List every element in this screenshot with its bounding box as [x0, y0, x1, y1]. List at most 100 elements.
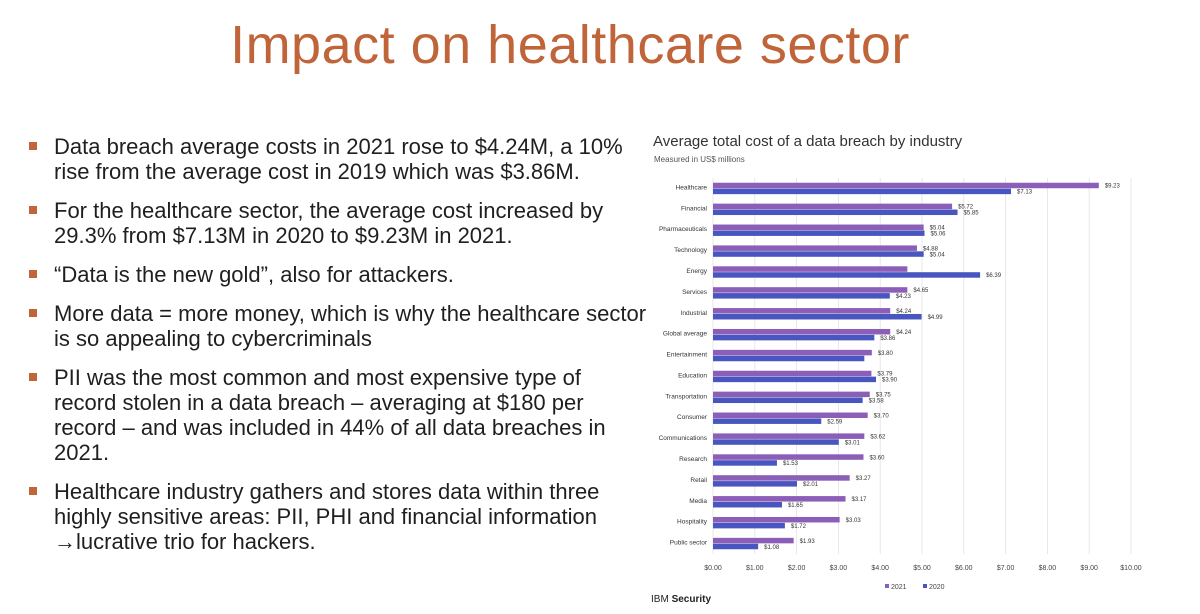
bar-2020 [713, 543, 759, 550]
chart-svg: Average total cost of a data breach by i… [653, 133, 1142, 591]
bullet-text: PII was the most common and most expensi… [54, 365, 606, 465]
legend-label: 2020 [929, 584, 945, 591]
data-label: $3.75 [876, 393, 892, 399]
bar-2021 [713, 203, 953, 210]
data-label: $4.88 [923, 246, 939, 252]
bullet-list: Data breach average costs in 2021 rose t… [28, 134, 648, 568]
bullet-item: Healthcare industry gathers and stores d… [28, 479, 648, 554]
bullet-text: Healthcare industry gathers and stores d… [54, 479, 600, 554]
bar-2021 [713, 370, 872, 377]
bar-2020 [713, 397, 863, 404]
slide-title: Impact on healthcare sector [230, 15, 910, 75]
data-label: $4.23 [896, 294, 912, 300]
bar-chart: Average total cost of a data breach by i… [645, 126, 1155, 596]
category-label: Pharmaceuticals [659, 226, 708, 233]
legend-swatch-2021 [885, 584, 889, 588]
bar-2020 [713, 230, 925, 236]
data-label: $5.72 [958, 205, 974, 211]
data-label: $4.24 [896, 309, 912, 315]
data-label: $7.13 [1017, 190, 1033, 196]
x-tick-label: $7.00 [997, 565, 1015, 572]
category-label: Global average [663, 331, 707, 338]
bar-2020 [713, 522, 785, 529]
bullet-marker [29, 309, 37, 317]
data-label: $6.39 [986, 273, 1002, 279]
bar-2020 [713, 188, 1012, 195]
bar-2020 [713, 355, 865, 362]
data-label: $1.08 [764, 545, 780, 551]
category-label: Industrial [681, 310, 708, 317]
x-tick-label: $10.00 [1120, 565, 1142, 572]
bar-2021 [713, 182, 1099, 189]
bullet-text: “Data is the new gold”, also for attacke… [54, 262, 454, 287]
data-label: $2.01 [803, 482, 819, 488]
x-tick-label: $1.00 [746, 565, 764, 572]
bullet-marker [29, 142, 37, 150]
data-label: $1.72 [791, 524, 807, 530]
bar-2020 [713, 334, 875, 341]
category-label: Transportation [665, 393, 707, 400]
ibm-security-logo: IBM Security [651, 594, 712, 605]
bar-2020 [713, 460, 777, 466]
bar-2020 [713, 501, 782, 508]
bar-2021 [713, 328, 891, 335]
category-label: Financial [681, 205, 708, 212]
bullet-text: More data = more money, which is why the… [54, 301, 647, 351]
data-label: $1.93 [800, 539, 816, 545]
category-label: Research [679, 456, 707, 463]
bullet-text: For the healthcare sector, the average c… [54, 198, 604, 248]
category-label: Public sector [670, 540, 708, 547]
x-tick-label: $5.00 [913, 565, 931, 572]
bar-2021 [713, 475, 850, 481]
category-label: Healthcare [676, 184, 708, 191]
data-label: $3.62 [870, 434, 886, 440]
chart-title: Average total cost of a data breach by i… [653, 133, 963, 150]
bar-2021 [713, 537, 794, 544]
category-label: Retail [690, 477, 707, 484]
data-label: $3.03 [846, 518, 862, 524]
bar-2020 [713, 313, 922, 320]
x-tick-label: $6.00 [955, 565, 973, 572]
data-label: $3.17 [852, 497, 868, 503]
data-label: $5.85 [964, 211, 980, 217]
data-label: $3.60 [869, 455, 885, 461]
data-label: $4.65 [913, 288, 929, 294]
bar-2020 [713, 376, 877, 383]
bullet-item: For the healthcare sector, the average c… [28, 198, 648, 248]
bar-2021 [713, 287, 908, 293]
bullet-item: Data breach average costs in 2021 rose t… [28, 134, 648, 184]
bullet-text: Data breach average costs in 2021 rose t… [54, 134, 623, 184]
bar-2020 [713, 251, 924, 257]
data-label: $3.86 [880, 336, 896, 342]
bullet-item: More data = more money, which is why the… [28, 301, 648, 351]
bar-2020 [713, 272, 981, 278]
data-label: $5.06 [931, 231, 947, 237]
bar-2020 [713, 418, 822, 424]
bullet-item: “Data is the new gold”, also for attacke… [28, 262, 648, 287]
data-label: $3.80 [878, 351, 894, 357]
bar-2021 [713, 433, 865, 439]
bar-2021 [713, 245, 917, 251]
data-label: $4.24 [896, 330, 912, 336]
data-label: $3.27 [856, 476, 872, 482]
bullet-marker [29, 487, 37, 495]
bar-2021 [713, 496, 846, 502]
data-label: $3.70 [874, 414, 890, 420]
chart-panel: Average total cost of a data breach by i… [645, 126, 1155, 606]
bullet-item: PII was the most common and most expensi… [28, 365, 648, 465]
x-tick-label: $3.00 [830, 565, 848, 572]
x-tick-label: $9.00 [1080, 565, 1098, 572]
bar-2021 [713, 349, 872, 356]
data-label: $3.58 [869, 399, 885, 405]
data-label: $3.01 [845, 440, 861, 446]
x-tick-label: $4.00 [871, 565, 889, 572]
bar-2020 [713, 209, 958, 216]
category-label: Communications [659, 435, 708, 442]
bar-2020 [713, 293, 890, 299]
x-tick-label: $8.00 [1039, 565, 1057, 572]
bar-2021 [713, 454, 864, 460]
category-label: Energy [686, 268, 707, 275]
data-label: $1.65 [788, 503, 804, 509]
bar-2021 [713, 266, 908, 272]
category-label: Services [682, 289, 708, 296]
